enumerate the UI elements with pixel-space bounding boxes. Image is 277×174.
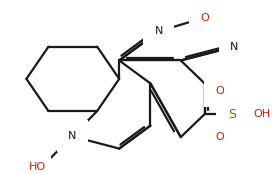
Text: OH: OH [253, 109, 270, 119]
Text: S: S [228, 108, 236, 121]
Text: HO: HO [29, 162, 46, 172]
Text: N: N [155, 26, 163, 36]
Text: N: N [68, 131, 76, 141]
Text: N: N [230, 42, 238, 52]
Text: O: O [215, 132, 224, 142]
Text: O: O [200, 13, 209, 23]
Text: O: O [215, 86, 224, 96]
